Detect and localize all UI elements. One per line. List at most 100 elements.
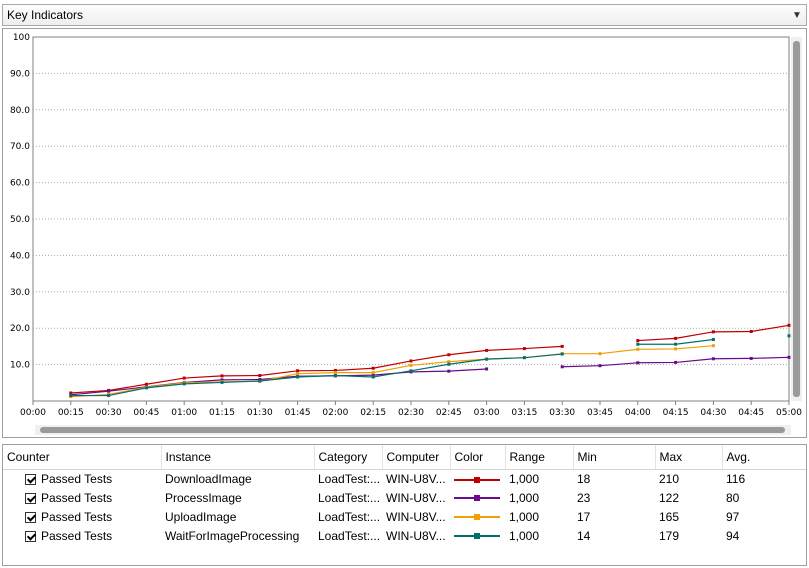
horizontal-scrollbar[interactable] [35,425,791,435]
color-swatch [454,531,500,541]
x-tick-label: 00:15 [58,408,84,418]
color-swatch [454,512,500,522]
counter-label: Passed Tests [41,528,113,543]
x-tick-label: 03:45 [587,408,613,418]
y-tick-label: 30.0 [10,288,30,298]
data-point [560,365,564,369]
x-tick-label: 01:00 [171,408,197,418]
table-row[interactable]: Passed Tests DownloadImage LoadTest:... WIN… [3,469,806,488]
y-tick-label: 80.0 [10,106,30,116]
line-chart: 10.0 20.0 30.0 40.0 50.0 60.0 70.0 80.0 90.0 100 0… [10,33,802,418]
avg-cell: 94 [726,528,740,543]
avg-cell: 116 [726,471,746,486]
x-tick-label: 01:15 [209,408,235,418]
data-point [560,352,564,356]
data-point [409,369,413,373]
data-point [220,380,224,384]
counter-label: Passed Tests [41,509,113,524]
data-point [787,334,791,338]
data-point [711,344,715,348]
max-cell: 179 [659,528,680,543]
y-tick-label: 10.0 [10,361,30,371]
counter-cell: Passed Tests [3,526,161,545]
column-header-category[interactable]: Category [314,445,383,470]
data-point [711,330,715,334]
category-cell: LoadTest:... [318,509,381,524]
avg-cell: 80 [726,490,740,505]
table-header-row: Counter Instance Category Computer Color… [3,445,806,470]
data-point [182,376,186,380]
data-point [447,353,451,357]
range-cell: 1,000 [509,509,540,524]
data-point [371,373,375,377]
table-row[interactable]: Passed Tests UploadImage LoadTest:... WIN-U… [3,507,806,526]
column-header-max[interactable]: Max [655,445,723,470]
chevron-down-icon[interactable]: ▼ [792,9,802,21]
data-point [522,356,526,360]
data-point [560,344,564,348]
data-point [674,336,678,340]
table-row[interactable]: Passed Tests WaitForImageProcessing LoadTe… [3,526,806,545]
data-point [522,347,526,351]
data-point [711,337,715,341]
range-cell: 1,000 [509,471,540,486]
data-point [749,329,753,333]
column-header-computer[interactable]: Computer [382,445,451,470]
column-header-range[interactable]: Range [505,445,574,470]
data-point [371,366,375,370]
x-tick-label: 05:00 [776,408,802,418]
show-series-checkbox[interactable] [25,492,36,504]
column-header-color[interactable]: Color [450,445,506,470]
instance-cell: DownloadImage [165,471,252,486]
x-tick-label: 00:00 [20,408,46,418]
data-point [485,348,489,352]
x-tick-label: 02:15 [360,408,386,418]
show-series-checkbox[interactable] [25,473,36,485]
x-tick-label: 02:00 [322,408,348,418]
data-point [107,389,111,393]
data-point [69,391,73,395]
data-point [144,386,148,390]
column-header-instance[interactable]: Instance [161,445,315,470]
table-row[interactable]: Passed Tests ProcessImage LoadTest:... WIN-… [3,488,806,507]
column-header-avg[interactable]: Avg. [722,445,806,470]
y-tick-label: 100 [13,33,30,43]
data-point [485,357,489,361]
data-point [674,347,678,351]
x-tick-label: 02:45 [436,408,462,418]
color-cell [450,526,505,545]
data-point [409,359,413,363]
data-point [69,394,73,398]
min-cell: 14 [577,528,591,543]
horizontal-scrollbar-thumb[interactable] [40,427,785,433]
data-point [598,364,602,368]
data-point [220,378,224,382]
instance-cell: WaitForImageProcessing [165,528,300,543]
data-point [371,375,375,379]
column-header-min[interactable]: Min [573,445,656,470]
data-point [258,379,262,383]
data-point [749,356,753,360]
color-cell [450,488,505,507]
vertical-scrollbar[interactable] [791,37,802,401]
series-line [70,345,714,398]
x-tick-label: 01:30 [247,408,273,418]
y-tick-label: 50.0 [10,215,30,225]
column-header-counter[interactable]: Counter [3,445,162,470]
x-tick-label: 03:00 [474,408,500,418]
color-swatch [454,475,500,485]
show-series-checkbox[interactable] [25,530,36,542]
graph-selector-dropdown[interactable]: Key Indicators ▼ [2,4,807,26]
data-point [447,369,451,373]
data-point [107,394,111,398]
color-cell [450,507,505,526]
x-tick-label: 04:00 [625,408,651,418]
data-point [674,360,678,364]
counter-legend-grid: Counter Instance Category Computer Color… [2,444,807,566]
data-point [296,369,300,373]
data-point [636,342,640,346]
vertical-scrollbar-thumb[interactable] [793,41,800,397]
data-point [674,342,678,346]
show-series-checkbox[interactable] [25,511,36,523]
data-point [447,360,451,364]
